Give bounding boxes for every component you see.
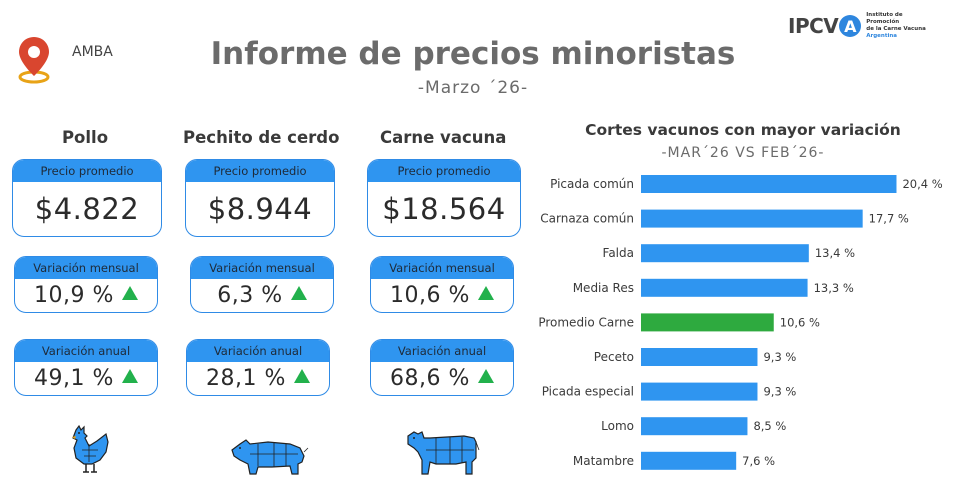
monthly-value: 6,3 % <box>217 283 283 308</box>
monthly-card-label: Variación mensual <box>191 257 333 279</box>
category-label: Peceto <box>594 350 634 364</box>
logo-letter: A <box>839 15 862 37</box>
logo-line-2: de la Carne Vacuna <box>866 26 926 32</box>
bar <box>641 175 897 193</box>
up-arrow-icon <box>477 286 494 300</box>
category-label: Lomo <box>601 419 634 433</box>
location-label: AMBA <box>72 44 113 60</box>
monthly-value-row: 10,9 % <box>15 283 157 308</box>
category-label: Matambre <box>573 454 634 468</box>
bar <box>641 313 774 332</box>
up-arrow-icon <box>477 369 494 383</box>
product-title-pollo: Pollo <box>61 128 109 147</box>
logo-subtitle: Instituto de Promoción de la Carne Vacun… <box>866 12 936 40</box>
annual-card-carne: Variación anual 68,6 % <box>370 339 514 396</box>
price-card-label: Precio promedio <box>368 160 520 182</box>
price-value: $18.564 <box>382 192 506 226</box>
chicken-icon <box>72 424 109 473</box>
logo-line-1: Instituto de Promoción <box>866 12 903 25</box>
page-title: Informe de precios minoristas <box>210 36 736 72</box>
bar <box>641 209 863 228</box>
logo-line-3: Argentina <box>866 33 897 39</box>
bar <box>641 244 809 263</box>
annual-card-pollo: Variación anual 49,1 % <box>14 339 158 396</box>
bar <box>641 382 758 401</box>
bar <box>641 348 758 366</box>
monthly-card-label: Variación mensual <box>15 257 157 279</box>
value-label: 13,4 % <box>815 246 855 260</box>
monthly-value: 10,6 % <box>390 283 470 308</box>
value-label: 7,6 % <box>742 454 775 468</box>
monthly-value-row: 6,3 % <box>191 283 333 308</box>
category-label: Picada común <box>550 177 634 191</box>
value-label: 8,5 % <box>753 419 786 433</box>
cow-icon <box>407 431 480 475</box>
category-label: Falda <box>603 246 634 260</box>
bar <box>641 417 748 436</box>
value-label: 9,3 % <box>763 350 796 364</box>
price-card-label: Precio promedio <box>13 160 161 182</box>
up-arrow-icon <box>293 369 310 383</box>
price-card-label: Precio promedio <box>186 160 334 182</box>
price-card-cerdo: Precio promedio $8.944 <box>185 159 335 237</box>
map-pin-icon <box>18 37 50 84</box>
price-card-carne: Precio promedio $18.564 <box>367 159 521 237</box>
bar <box>641 451 737 470</box>
up-arrow-icon <box>290 286 307 300</box>
page-subtitle: -Marzo ´26- <box>417 78 529 98</box>
monthly-card-label: Variación mensual <box>371 257 513 279</box>
annual-card-label: Variación anual <box>15 340 157 362</box>
monthly-card-carne: Variación mensual 10,6 % <box>370 256 514 313</box>
bar <box>641 278 808 297</box>
pig-icon <box>231 439 309 475</box>
chart-title: Cortes vacunos con mayor variación <box>585 121 901 139</box>
value-label: 10,6 % <box>780 315 820 329</box>
product-title-cerdo: Pechito de cerdo <box>183 128 340 147</box>
up-arrow-icon <box>121 286 138 300</box>
price-value: $8.944 <box>207 192 313 226</box>
annual-value-row: 49,1 % <box>15 366 157 391</box>
annual-card-label: Variación anual <box>371 340 513 362</box>
price-card-pollo: Precio promedio $4.822 <box>12 159 162 237</box>
category-label: Media Res <box>573 281 634 295</box>
annual-value: 49,1 % <box>34 366 114 391</box>
value-label: 20,4 % <box>902 177 942 191</box>
category-label: Picada especial <box>542 385 634 399</box>
chart-subtitle: -MAR´26 VS FEB´26- <box>661 145 825 161</box>
monthly-card-pollo: Variación mensual 10,9 % <box>14 256 158 313</box>
logo-text: IPCV <box>788 14 839 38</box>
location-indicator: AMBA <box>14 34 113 84</box>
monthly-value: 10,9 % <box>34 283 114 308</box>
up-arrow-icon <box>121 369 138 383</box>
annual-value-row: 28,1 % <box>187 366 329 391</box>
value-label: 13,3 % <box>814 281 854 295</box>
annual-value: 68,6 % <box>390 366 470 391</box>
price-value: $4.822 <box>34 192 140 226</box>
monthly-value-row: 10,6 % <box>371 283 513 308</box>
annual-value: 28,1 % <box>206 366 286 391</box>
monthly-card-cerdo: Variación mensual 6,3 % <box>190 256 334 313</box>
value-label: 17,7 % <box>869 212 909 226</box>
category-label: Promedio Carne <box>538 315 634 329</box>
bar-chart: Picada común 20,4 % Carnaza común 17,7 % Fal… <box>538 175 943 470</box>
ipcva-logo: IPCV A Instituto de Promoción de la Carn… <box>788 12 936 40</box>
value-label: 9,3 % <box>763 385 796 399</box>
annual-card-cerdo: Variación anual 28,1 % <box>186 339 330 396</box>
product-title-carne: Carne vacuna <box>380 128 507 147</box>
category-label: Carnaza común <box>540 212 634 226</box>
annual-value-row: 68,6 % <box>371 366 513 391</box>
annual-card-label: Variación anual <box>187 340 329 362</box>
